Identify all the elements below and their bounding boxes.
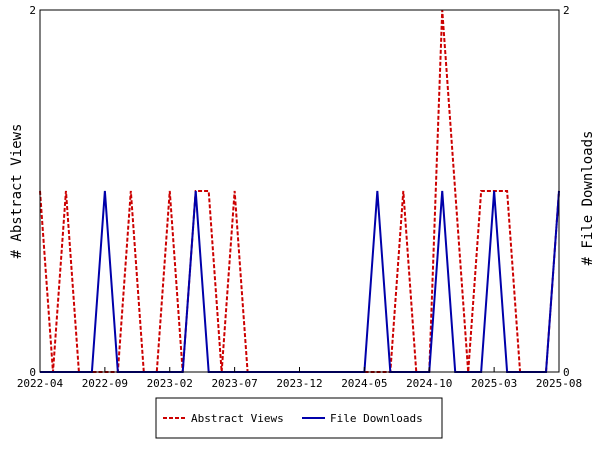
legend-label-file-downloads: File Downloads: [330, 412, 423, 425]
y-right-tick-label: 2: [563, 4, 570, 17]
ticks-layer: 2022-04 2022-09 2023-02 2023-07 2023-12 2024-…: [17, 4, 582, 390]
x-tick-label: 2025-08: [536, 377, 582, 390]
x-tick-label: 2022-04: [17, 377, 64, 390]
series-line-abstract-views: [39, 9, 560, 373]
legend-label-abstract-views: Abstract Views: [191, 412, 284, 425]
legend-box: [155, 397, 443, 439]
x-tick-label: 2023-07: [211, 377, 257, 390]
x-tick-label: 2023-12: [276, 377, 322, 390]
y-axis-title-right: # File Downloads: [580, 131, 596, 266]
legend: Abstract Views File Downloads: [155, 397, 443, 439]
series-layer: [39, 9, 560, 373]
x-tick-label: 2024-05: [341, 377, 387, 390]
series-line-file-downloads: [40, 190, 560, 373]
y-axis-title-left: # Abstract Views: [9, 124, 25, 259]
y-right-tick-label: 0: [563, 366, 570, 379]
x-tick-label: 2024-10: [406, 377, 452, 390]
x-tick-label: 2025-03: [471, 377, 517, 390]
x-tick-label: 2023-02: [147, 377, 193, 390]
y-left-tick-label: 0: [29, 366, 36, 379]
x-tick-label: 2022-09: [82, 377, 128, 390]
y-left-tick-label: 2: [29, 4, 36, 17]
